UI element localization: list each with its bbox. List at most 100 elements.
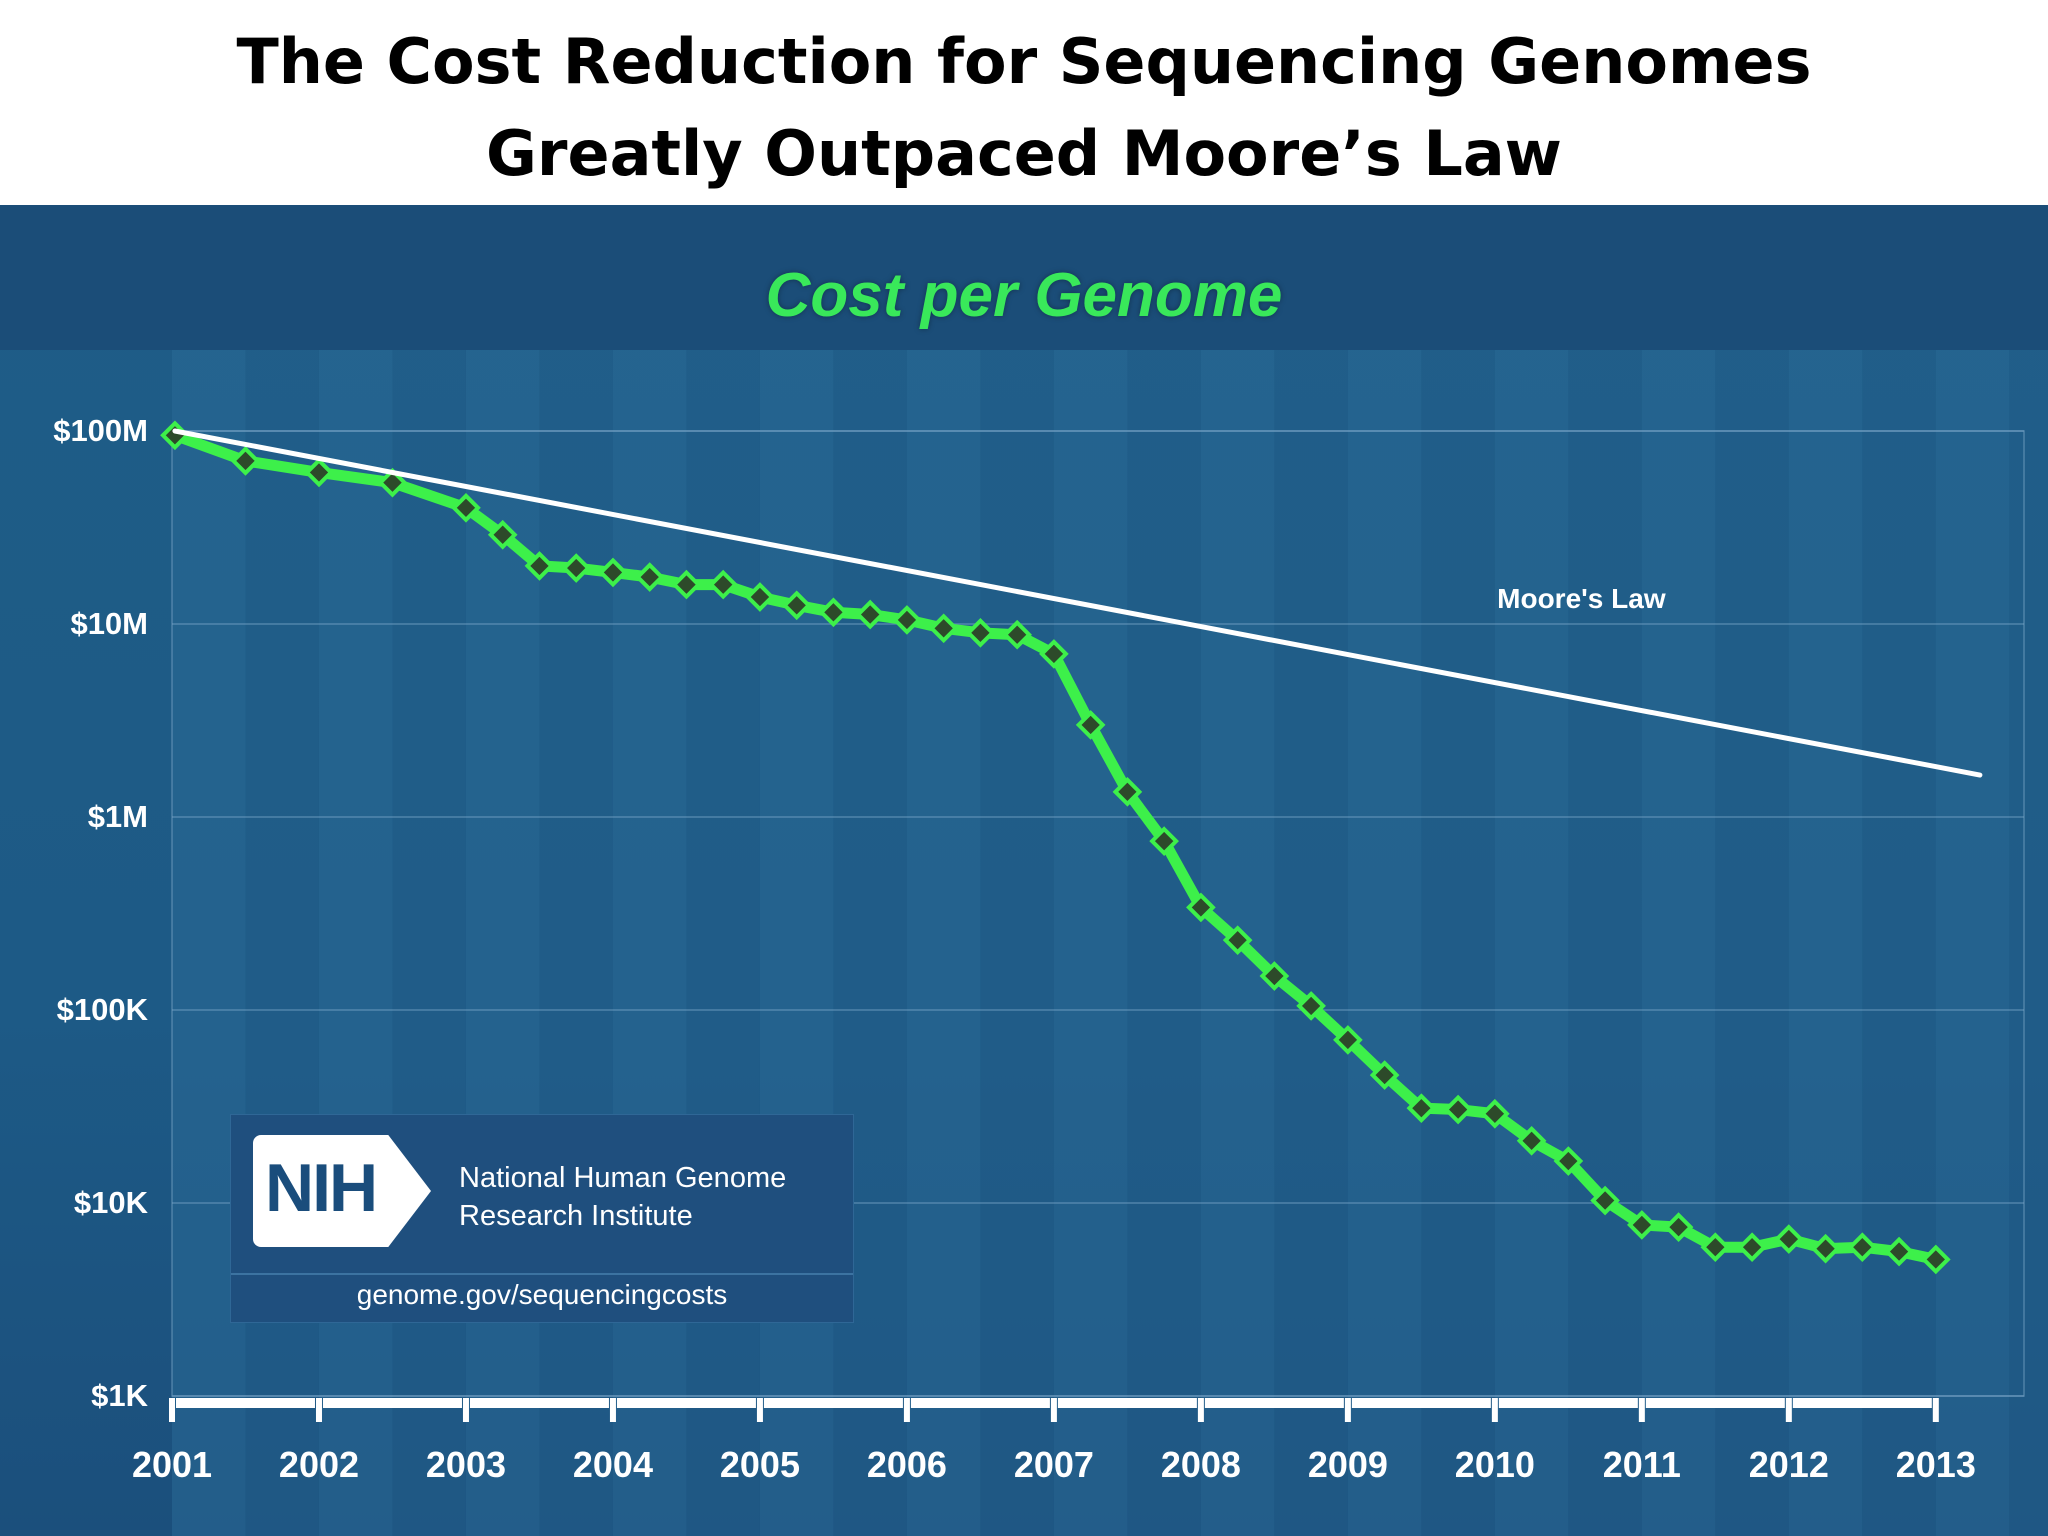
data-point-marker: [304, 457, 334, 488]
x-axis-tick-mark: [1785, 1398, 1792, 1422]
background-stripe: [612, 350, 687, 1536]
data-point-marker: [1590, 1185, 1620, 1216]
data-point-marker: [781, 590, 812, 621]
data-point-marker: [928, 613, 959, 644]
nih-org-line-2: Research Institute: [459, 1200, 693, 1232]
x-axis-segment: [910, 1398, 1050, 1408]
data-point-marker: [1149, 826, 1179, 856]
data-point-marker: [1737, 1232, 1767, 1263]
data-point-marker: [818, 597, 849, 628]
nih-info-box: NIH National Human Genome Research Insti…: [230, 1114, 854, 1323]
x-tick-label: 2002: [278, 1444, 360, 1485]
data-point-marker: [1039, 639, 1069, 669]
x-tick-label: 2012: [1748, 1444, 1829, 1485]
nih-url-link[interactable]: genome.gov/sequencingcosts: [356, 1279, 728, 1310]
x-tick-label: 2006: [866, 1444, 947, 1485]
background-stripe: [759, 350, 834, 1536]
data-point-marker: [1259, 961, 1290, 991]
x-axis-tick-mark: [903, 1398, 910, 1422]
x-tick-label: 2003: [425, 1444, 506, 1485]
background-stripe: [1127, 350, 1201, 1536]
x-tick-label: 2009: [1307, 1444, 1388, 1485]
page-title-line-2: Greatly Outpaced Moore’s Law: [486, 117, 1562, 190]
background-stripe: [1715, 350, 1789, 1536]
x-axis-tick-mark: [1197, 1398, 1204, 1422]
data-point-marker: [1920, 1244, 1951, 1275]
background-stripe: [1421, 350, 1495, 1536]
x-tick-label: 2001: [131, 1444, 213, 1485]
background-stripe: [539, 350, 613, 1536]
x-axis-tick-mark: [609, 1398, 616, 1422]
x-tick-label: 2005: [719, 1444, 800, 1485]
chart-subtitle: Cost per Genome: [765, 261, 1283, 330]
x-axis-segment: [763, 1398, 903, 1408]
x-axis-tick-mark: [1638, 1398, 1645, 1422]
background-stripe: [1568, 350, 1642, 1536]
background-stripe: [1274, 350, 1348, 1536]
x-axis-tick-mark: [756, 1398, 763, 1422]
data-point-marker: [230, 446, 261, 476]
page-title: The Cost Reduction for Sequencing Genome…: [0, 0, 2048, 205]
x-axis-tick-mark: [1932, 1398, 1939, 1422]
background-stripe: [833, 350, 907, 1536]
x-axis-segment: [1204, 1398, 1344, 1408]
moore-law-line: [172, 428, 1983, 778]
x-tick-label: 2013: [1895, 1444, 1976, 1485]
nih-org-line-1: National Human Genome: [459, 1162, 787, 1194]
x-axis-segment: [469, 1398, 609, 1408]
background-stripe: [1494, 350, 1569, 1536]
background-stripe: [172, 350, 246, 1536]
data-point-marker: [524, 551, 555, 581]
background-stripe: [318, 350, 393, 1536]
nih-logo: NIH: [253, 1135, 431, 1247]
data-point-marker: [1002, 619, 1032, 650]
data-point-marker: [1075, 710, 1106, 740]
data-point-marker: [451, 492, 481, 523]
x-axis-tick-mark: [1344, 1398, 1351, 1422]
y-tick-label: $10K: [73, 1185, 148, 1220]
data-point-marker: [1884, 1236, 1914, 1267]
x-axis-segment: [1498, 1398, 1638, 1408]
background-stripe: [1347, 350, 1422, 1536]
nih-logo-text: NIH: [265, 1150, 378, 1226]
data-point-marker: [561, 553, 592, 583]
data-point-marker: [1627, 1210, 1657, 1240]
chart-header-band: [0, 205, 2048, 350]
x-axis-tick-mark: [462, 1398, 469, 1422]
data-point-marker: [377, 467, 408, 498]
data-point-marker: [1553, 1146, 1584, 1176]
cost-per-genome-chart: [0, 205, 2048, 1536]
y-tick-label: $10M: [70, 606, 148, 641]
data-point-marker: [1663, 1212, 1694, 1242]
data-point-marker: [634, 562, 665, 592]
data-point-marker: [1516, 1125, 1547, 1156]
data-point-marker: [1700, 1232, 1731, 1263]
moore-law-label: Moore's Law: [1497, 582, 1666, 614]
background-stripe: [980, 350, 1054, 1536]
x-axis-segment: [322, 1398, 462, 1408]
background-stripe: [1935, 350, 2010, 1536]
data-point-marker: [892, 605, 922, 635]
data-point-marker: [855, 599, 886, 630]
data-point-marker: [487, 519, 518, 550]
data-point-marker: [1222, 925, 1253, 956]
x-axis-tick-mark: [1050, 1398, 1057, 1422]
x-axis-segment: [1792, 1398, 1932, 1408]
data-point-marker: [1112, 777, 1143, 807]
y-tick-label: $1M: [87, 799, 148, 834]
y-tick-label: $100K: [56, 992, 148, 1027]
data-point-marker: [1773, 1224, 1804, 1254]
data-point-marker: [598, 557, 628, 588]
background-stripe: [2009, 350, 2048, 1536]
data-point-marker: [1443, 1094, 1473, 1125]
background-stripe: [906, 350, 981, 1536]
x-tick-label: 2004: [572, 1444, 653, 1485]
x-axis-segment: [616, 1398, 756, 1408]
x-axis-segment: [176, 1398, 315, 1408]
background-stripe: [1641, 350, 1716, 1536]
data-point-marker: [1296, 991, 1326, 1021]
data-point-marker: [1847, 1232, 1878, 1263]
chart-panel: Cost per Genome $100M $10M $1M $100K $10K $1K…: [0, 205, 2048, 1536]
background-stripe: [392, 350, 466, 1536]
background-stripe: [245, 350, 319, 1536]
